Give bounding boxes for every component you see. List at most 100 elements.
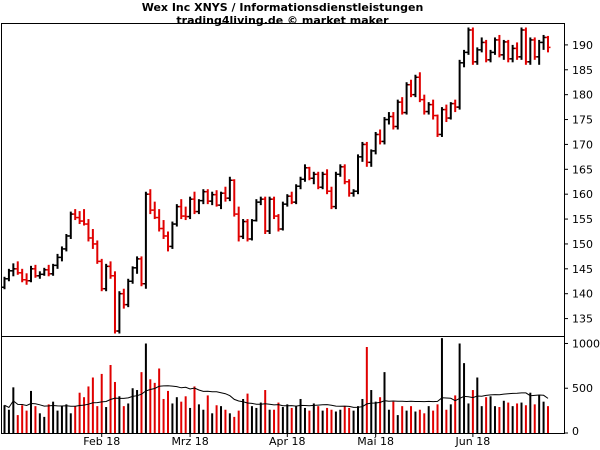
ohlc-bar: [386, 112, 392, 125]
ohlc-bar: [488, 49, 494, 63]
ohlc-bar: [293, 184, 299, 205]
ohlc-bar: [465, 27, 471, 55]
ohlc-bar: [390, 112, 396, 130]
volume-average-line: [4, 385, 549, 409]
ohlc-bar: [152, 201, 158, 220]
ohlc-bar: [262, 196, 268, 234]
ohlc-bar: [138, 256, 144, 287]
ohlc-bar: [19, 268, 25, 283]
ohlc-bar: [302, 164, 308, 182]
ohlc-bar: [510, 44, 516, 63]
ohlc-bar: [240, 219, 246, 239]
ohlc-bar: [121, 288, 127, 309]
ohlc-bar: [28, 265, 34, 283]
ohlc-bar: [435, 114, 441, 137]
ohlc-bar: [192, 191, 198, 215]
ohlc-bar: [15, 261, 21, 275]
ohlc-bar: [227, 176, 233, 202]
ohlc-bar: [183, 206, 189, 221]
price-tick-label: 140: [572, 288, 593, 301]
ohlc-bar: [324, 169, 330, 195]
volume-bars: [3, 338, 549, 433]
ohlc-bar: [125, 278, 131, 308]
ohlc-bar: [377, 129, 383, 145]
price-tick-label: 155: [572, 213, 593, 226]
ohlc-bar: [461, 49, 467, 68]
ohlc-bar: [271, 196, 277, 220]
price-tick-label: 170: [572, 138, 593, 151]
ohlc-bar: [112, 271, 118, 334]
ohlc-bar: [382, 117, 388, 145]
ohlc-bar: [32, 264, 38, 278]
ohlc-bar: [77, 211, 83, 225]
price-axis: 135 140 145 150 155 160 165 170 175 180 185 190: [564, 39, 593, 326]
volume-axis: 0 500 1000: [564, 337, 600, 438]
ohlc-bar: [523, 27, 529, 65]
ohlc-bar: [63, 233, 69, 252]
ohlc-bar: [81, 209, 87, 226]
ohlc-bar: [514, 42, 520, 60]
ohlc-bar: [298, 176, 304, 190]
price-tick-label: 145: [572, 263, 593, 276]
ohlc-bar: [94, 240, 100, 264]
volume-tick-label: 500: [572, 382, 593, 395]
ohlc-bar: [253, 199, 259, 222]
ohlc-bar: [90, 229, 96, 249]
price-tick-label: 150: [572, 238, 593, 251]
ohlc-bar: [328, 186, 334, 210]
ohlc-bar: [412, 74, 418, 98]
ohlc-bar: [404, 82, 410, 115]
ohlc-bar: [315, 171, 321, 190]
ohlc-bar: [10, 263, 16, 277]
ohlc-bar: [258, 196, 264, 206]
ohlc-bar: [289, 191, 295, 205]
ohlc-bar: [249, 219, 255, 241]
ohlc-bar: [536, 39, 542, 65]
ohlc-bar: [346, 179, 352, 197]
ohlc-bar: [306, 166, 312, 181]
ohlc-bar: [143, 191, 149, 289]
ohlc-bar: [214, 190, 220, 207]
ohlc-bar: [59, 246, 65, 262]
ohlc-bar: [209, 191, 215, 206]
ohlc-bar: [373, 131, 379, 155]
ohlc-bar: [311, 171, 317, 185]
ohlc-bar: [103, 263, 109, 292]
ohlc-bar: [196, 199, 202, 215]
volume-tick-label: 0: [572, 425, 579, 438]
ohlc-bar: [359, 141, 365, 162]
ohlc-bar: [46, 264, 52, 277]
price-tick-label: 190: [572, 39, 593, 52]
ohlc-bar: [222, 186, 228, 202]
ohlc-bar: [68, 211, 74, 239]
ohlc-bar: [452, 99, 458, 113]
ohlc-bar: [174, 204, 180, 227]
ohlc-bar: [231, 179, 237, 217]
ohlc-bar: [479, 37, 485, 53]
ohlc-bar: [408, 79, 414, 98]
ohlc-bar: [187, 196, 193, 220]
ohlc-bar: [24, 273, 30, 285]
ohlc-bar: [492, 37, 498, 55]
ohlc-bar: [161, 220, 167, 239]
price-tick-label: 175: [572, 114, 593, 127]
price-tick-label: 160: [572, 188, 593, 201]
ohlc-bar: [395, 99, 401, 130]
ohlc-bar: [368, 149, 374, 167]
ohlc-bar: [178, 199, 184, 220]
ohlc-bar: [518, 27, 524, 60]
volume-panel-frame: [1, 336, 565, 434]
ohlc-bar: [399, 97, 405, 115]
ohlc-bar: [430, 99, 436, 120]
ohlc-bar: [483, 39, 489, 63]
ohlc-bar: [2, 276, 7, 290]
ohlc-bar: [474, 47, 480, 65]
ohlc-bar: [85, 219, 91, 242]
ohlc-bar: [200, 189, 206, 205]
price-tick-label: 185: [572, 64, 593, 77]
ohlc-bar: [218, 191, 224, 210]
time-axis: Feb 18 Mrz 18 Apr 18 Mai 18 Jun 18: [83, 433, 490, 448]
price-tick-label: 135: [572, 313, 593, 326]
ohlc-bar: [99, 258, 105, 292]
